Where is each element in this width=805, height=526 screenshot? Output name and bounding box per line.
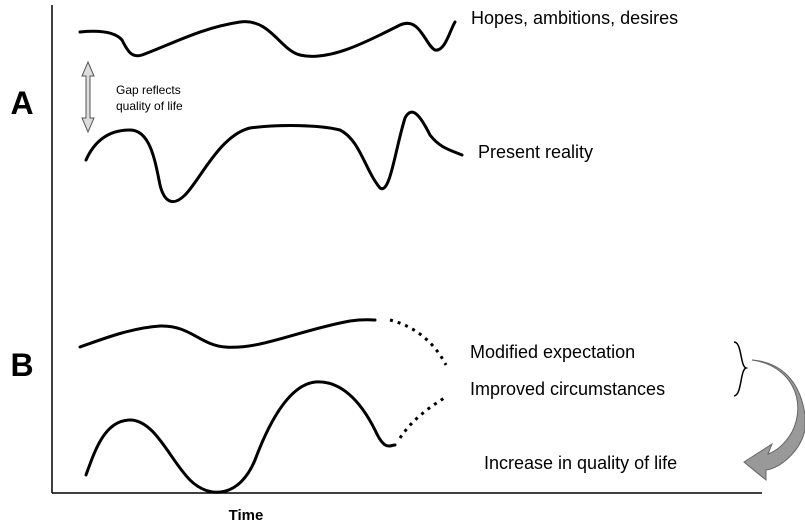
gap-note: Gap reflects [116,83,181,97]
hopes-curve [78,20,457,58]
circumstances-projection [398,395,447,439]
expectation-curve [78,318,377,349]
circumstances-curve [84,380,397,494]
panel-label: B [10,347,33,383]
gap-note: quality of life [116,99,183,113]
gap-arrow [81,60,95,134]
brace [733,341,749,397]
improved-label: Improved circumstances [470,379,665,399]
increase-label: Increase in quality of life [484,453,677,473]
curved-arrow [743,359,805,482]
expectation-projection [389,318,448,366]
modified-label: Modified expectation [470,342,635,362]
reality-curve [84,110,464,203]
hopes-label: Hopes, ambitions, desires [471,8,678,28]
x-axis-label: Time [229,507,264,524]
reality-label: Present reality [478,142,593,162]
panel-label: A [10,85,33,121]
